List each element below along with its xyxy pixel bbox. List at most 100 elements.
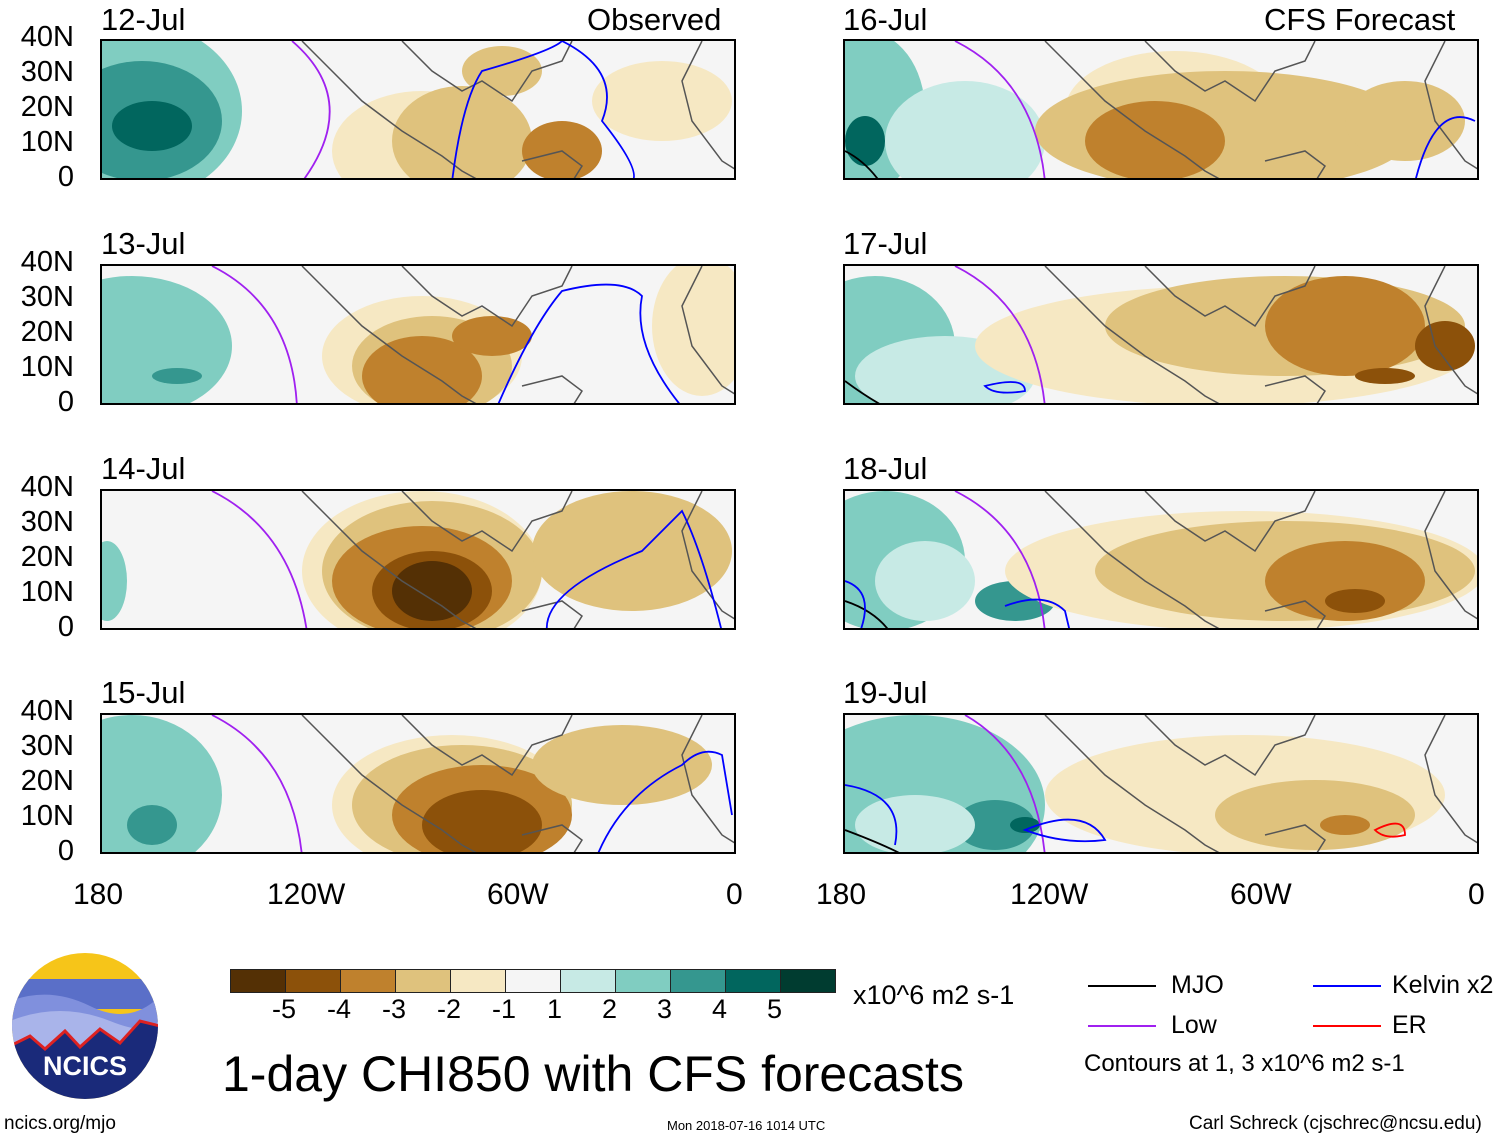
legend-line-mjo: [1088, 985, 1156, 987]
coastline: [1044, 491, 1477, 628]
legend-line-kelvin: [1313, 985, 1381, 987]
colorbar-swatch: [395, 969, 451, 993]
legend-line-er: [1313, 1025, 1381, 1027]
lon-label-0-left: 0: [726, 878, 743, 911]
anomaly-region: [1215, 780, 1415, 850]
lon-label-120w-left: 120W: [267, 878, 346, 911]
colorbar-label: -3: [382, 994, 407, 1024]
colorbar-label: 1: [547, 994, 563, 1024]
anomaly-region: [392, 86, 532, 178]
anomaly-region: [1415, 321, 1475, 371]
wave-contour: [983, 381, 1026, 394]
anomaly-region: [1085, 101, 1225, 178]
colorbar-swatch: [615, 969, 671, 993]
legend-label-low: Low: [1171, 1011, 1217, 1039]
anomaly-region: [955, 800, 1035, 850]
colorbar-swatch: [340, 969, 396, 993]
anomaly-region: [102, 276, 232, 403]
forecast-map-panel: [843, 264, 1479, 405]
anomaly-region: [1010, 817, 1040, 833]
anomaly-region: [885, 81, 1045, 178]
anomaly-region: [152, 368, 202, 384]
observed-date-1: 12-Jul: [101, 2, 186, 37]
wave-contour: [211, 715, 303, 852]
anomaly-region: [1355, 368, 1415, 384]
anomaly-region: [452, 316, 532, 356]
colorbar-swatch: [230, 969, 286, 993]
footer-url[interactable]: ncics.org/mjo: [4, 1113, 116, 1134]
legend-line-low: [1088, 1025, 1156, 1027]
anomaly-region: [652, 266, 734, 396]
colorbar-swatch: [725, 969, 781, 993]
wave-contour: [1022, 818, 1107, 843]
forecast-date-2: 17-Jul: [843, 226, 928, 261]
logo-text: NCICS: [43, 1051, 127, 1081]
observed-date-2: 13-Jul: [101, 226, 186, 261]
lat-label: 20N: [20, 541, 74, 573]
coastline: [301, 491, 734, 628]
observed-date-3: 14-Jul: [101, 451, 186, 486]
wave-contour: [845, 150, 879, 178]
wave-contour: [211, 266, 298, 403]
wave-contour: [1373, 822, 1406, 838]
forecast-date-3: 18-Jul: [843, 451, 928, 486]
anomaly-region: [592, 61, 732, 141]
wave-contour: [845, 600, 889, 628]
anomaly-region: [392, 561, 472, 621]
wave-contour: [1415, 116, 1476, 178]
forecast-map-panel: [843, 489, 1479, 630]
lat-label: 10N: [20, 126, 74, 158]
legend-label-er: ER: [1392, 1011, 1427, 1039]
coastline: [301, 715, 734, 852]
colorbar-label: -4: [327, 994, 352, 1024]
anomaly-region: [532, 725, 712, 805]
observed-map-panel: [100, 39, 736, 180]
lat-label: 0: [57, 611, 74, 643]
lat-label: 30N: [20, 281, 74, 313]
lat-label: 30N: [20, 730, 74, 762]
footer-timestamp: Mon 2018-07-16 1014 UTC: [667, 1118, 826, 1133]
forecast-map-panel: [843, 713, 1479, 854]
colorbar-swatch: [780, 969, 836, 993]
wave-contour: [1004, 598, 1070, 628]
observed-date-4: 15-Jul: [101, 675, 186, 710]
lon-label-60w-right: 60W: [1230, 878, 1292, 911]
anomaly-region: [855, 795, 975, 852]
coastline: [301, 266, 734, 403]
coastline: [1044, 41, 1477, 178]
observed-map-panel: [100, 264, 736, 405]
lat-label: 20N: [20, 765, 74, 797]
lat-label: 10N: [20, 351, 74, 383]
wave-contour: [291, 41, 331, 178]
colorbar-swatch: [670, 969, 726, 993]
lat-label: 10N: [20, 800, 74, 832]
wave-contour: [545, 509, 722, 628]
lon-label-180-right: 180: [816, 878, 867, 911]
colorbar-label: -2: [437, 994, 462, 1024]
anomaly-region: [112, 101, 192, 151]
anomaly-region: [845, 116, 885, 166]
lat-label: 40N: [20, 695, 74, 727]
observed-map-panel: [100, 489, 736, 630]
colorbar-label: 4: [712, 994, 728, 1024]
anomaly-region: [875, 541, 975, 621]
colorbar-label: 2: [602, 994, 618, 1024]
forecast-date-4: 19-Jul: [843, 675, 928, 710]
wave-contour: [954, 491, 1046, 628]
colorbar-swatch: [285, 969, 341, 993]
lat-label: 0: [57, 835, 74, 867]
lat-label: 20N: [20, 316, 74, 348]
wave-contour: [954, 41, 1046, 178]
anomaly-region: [532, 491, 732, 611]
lat-label: 20N: [20, 91, 74, 123]
lat-label: 40N: [20, 246, 74, 278]
colorbar-label: -1: [492, 994, 517, 1024]
anomaly-region: [422, 790, 542, 852]
ncics-logo: NCICS: [12, 953, 158, 1099]
anomaly-region: [1325, 589, 1385, 613]
legend-label-kelvin: Kelvin x2: [1392, 971, 1494, 999]
lat-label: 40N: [20, 471, 74, 503]
coastline: [1044, 715, 1477, 852]
anomaly-region: [1320, 815, 1370, 835]
